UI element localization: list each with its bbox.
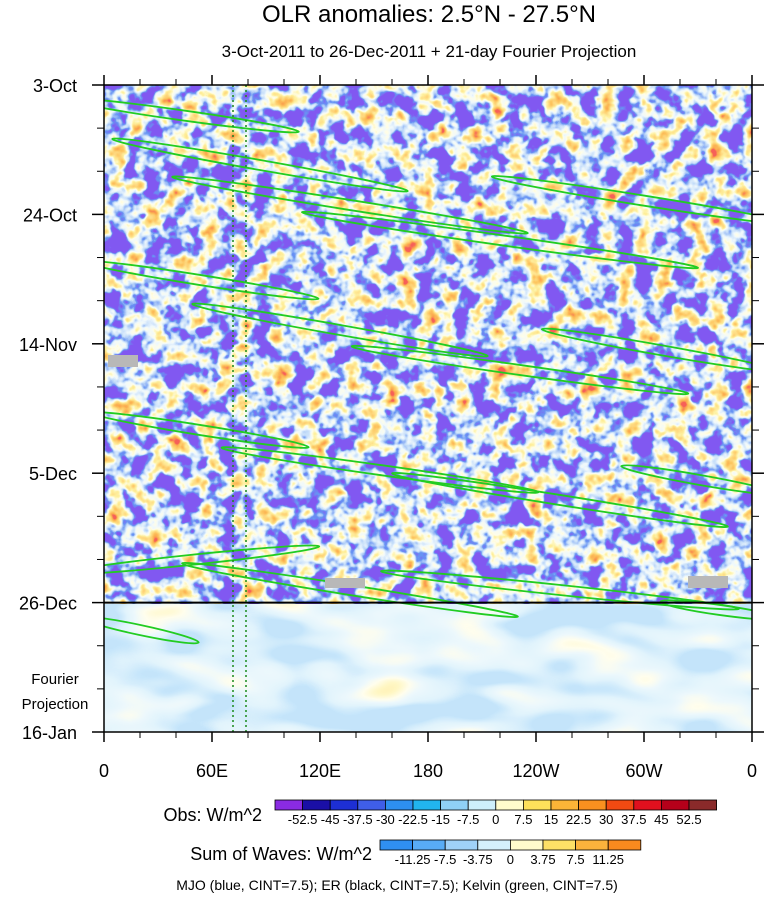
colorbar-swatch [607,839,642,851]
wave-contour [171,175,529,235]
colorbar-swatch [384,799,414,811]
colorbar-swatch [379,839,413,851]
colorbar-level-label: -7.5 [434,852,456,867]
wave-contour [540,327,752,373]
colorbar-swatch [523,799,552,811]
colorbar-level-label: -22.5 [398,812,428,827]
projection-olr-field [104,604,752,732]
wave-contour [391,472,729,528]
colorbar-level-label: 37.5 [621,812,646,827]
colorbar-swatch [605,799,635,811]
wave-contour [104,259,320,301]
x-tick-label: 120E [299,761,341,781]
y-tick-label: 5-Dec [29,464,77,484]
colorbar-swatch [440,799,469,811]
y-tick-label: 24-Oct [23,205,77,225]
obs-colorbar: -52.5 -45 -37.5 -30 -22.5 -15 -7.5 0 7.5 15 22.5 30… [274,799,718,827]
colorbar-swatch [550,799,580,811]
colorbar-level-label: -52.5 [288,812,318,827]
x-tick-label: 0 [99,761,109,781]
colorbar-swatch [444,839,479,851]
wave-contour [104,411,310,449]
colorbar-level-label: -45 [321,812,340,827]
colorbar-swatch [661,799,690,811]
colorbar-swatch [575,839,609,851]
colorbar-level-label: 7.5 [514,812,532,827]
wave-contour [301,210,699,270]
colorbar-level-label: -30 [376,812,395,827]
wave-contour [191,302,489,358]
colorbar-level-label: 52.5 [676,812,701,827]
colorbar-level-label: -15 [431,812,450,827]
missing-data-patch [688,576,728,588]
colorbar-level-label: 0 [507,852,514,867]
wave-contour [104,544,321,576]
colorbar-level-label: -11.25 [395,852,431,867]
chart-title: OLR anomalies: 2.5°N - 27.5°N [262,1,596,28]
y-tick-label: 26-Dec [19,594,77,614]
colorbar-level-label: 45 [654,812,668,827]
obs-colorbar-label: Obs: W/m^2 [164,805,262,825]
axes: 0 60E 120E 180 120W 60W 0 3-Oct 24-Oct 14-Nov 5-De… [19,75,764,781]
colorbar-swatch [495,799,524,811]
colorbar-swatch [477,839,511,851]
colorbar-level-label: -7.5 [457,812,479,827]
projection-label-line1: Fourier [31,671,79,688]
missing-data-patch [325,578,365,588]
wave-contour [104,615,200,645]
wave-contour [111,137,409,193]
colorbar-swatch [274,799,304,811]
waves-colorbar-label: Sum of Waves: W/m^2 [190,844,372,864]
missing-data-patch [108,355,138,367]
colorbar-level-label: -3.75 [463,852,493,867]
y-tick-label: 14-Nov [19,335,77,355]
y-tick-label: 16-Jan [22,723,77,743]
colorbar-level-label: 22.5 [566,812,591,827]
wave-contour [104,96,300,134]
waves-colorbar: -11.25 -7.5 -3.75 0 3.75 7.5 11.25 [379,839,642,867]
colorbar-swatch [357,799,386,811]
colorbar-swatch [302,799,331,811]
colorbar-level-label: 0 [492,812,499,827]
colorbar-level-label: 15 [544,812,558,827]
wave-contours [104,85,752,732]
chart-subtitle: 3-Oct-2011 to 26-Dec-2011 + 21-day Fouri… [222,42,637,61]
x-tick-label: 60W [625,761,662,781]
wave-contour [490,175,752,225]
colorbar-swatch [578,799,607,811]
colorbar-swatch [688,799,718,811]
colorbar-level-label: 30 [599,812,613,827]
footer-legend: MJO (blue, CINT=7.5); ER (black, CINT=7.… [176,877,618,893]
x-tick-label: 180 [413,761,443,781]
colorbar-level-label: 11.25 [592,852,624,867]
colorbar-swatch [467,799,497,811]
colorbar-swatch [509,839,544,851]
wave-contour [620,464,752,496]
colorbar-level-label: 3.75 [530,852,555,867]
colorbar-swatch [329,799,359,811]
wave-contour [380,569,740,611]
x-tick-label: 60E [196,761,228,781]
colorbar-level-label: -37.5 [343,812,373,827]
colorbar-swatch [633,799,662,811]
x-tick-label: 0 [747,761,757,781]
colorbar-swatch [542,839,576,851]
colorbar-swatch [412,799,442,811]
colorbar-swatch [412,839,446,851]
projection-label-line2: Projection [22,696,89,713]
wave-contour [350,344,690,396]
y-tick-label: 3-Oct [33,76,77,96]
colorbar-level-label: 7.5 [567,852,585,867]
x-tick-label: 120W [512,761,559,781]
plot-area [104,85,752,732]
